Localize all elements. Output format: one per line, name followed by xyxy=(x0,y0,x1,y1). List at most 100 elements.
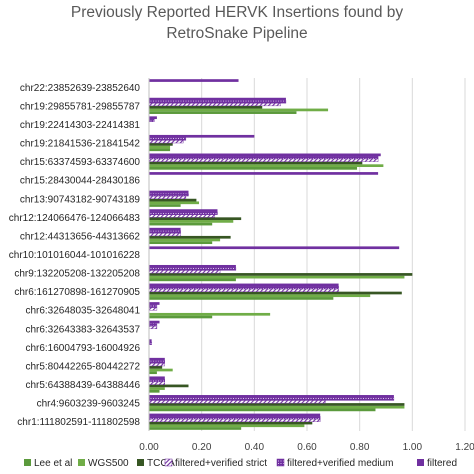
legend: Lee et al WGS500 TCGA filtered+verified str… xyxy=(24,458,457,469)
bar-11-1 xyxy=(149,220,234,223)
legend-label-5: filtered xyxy=(427,458,457,469)
x-tick-labels: 0.00 0.20 0.40 0.60 0.80 1.00 1.20 xyxy=(139,442,474,453)
bar-3-3 xyxy=(148,363,166,367)
category-label: chr6:161270898-161270905 xyxy=(14,287,140,298)
bar-10-1 xyxy=(149,238,221,242)
bar-17-3 xyxy=(148,102,281,107)
bar-2-4 xyxy=(148,378,166,383)
category-label: chr22:23852639-23852640 xyxy=(20,83,141,94)
bar-8-0 xyxy=(149,278,236,282)
category-label: chr19:22414303-22414381 xyxy=(20,120,141,131)
bar-10-5 xyxy=(149,227,181,231)
gridlines xyxy=(148,78,466,431)
bar-10-0 xyxy=(149,241,213,245)
bar-7-4 xyxy=(148,286,339,290)
bar-14-5 xyxy=(149,153,381,157)
legend-label-4: filtered+verified medium xyxy=(287,458,393,469)
bar-2-3 xyxy=(148,381,166,385)
bar-11-5 xyxy=(149,209,218,212)
category-label: chr19:21841536-21841542 xyxy=(20,139,141,150)
x-tick-label: 1.20 xyxy=(455,442,474,453)
bar-7-2 xyxy=(149,291,402,295)
legend-swatch-1 xyxy=(78,459,85,466)
category-label: chr1:111802591-111802598 xyxy=(17,417,140,428)
category-label: chr9:132205208-132205208 xyxy=(14,269,140,280)
bar-2-0 xyxy=(149,389,160,393)
bar-11-4 xyxy=(148,211,218,215)
bar-0-5 xyxy=(149,413,321,417)
bar-1-1 xyxy=(149,405,405,409)
bar-6-0 xyxy=(149,315,213,319)
bar-12-0 xyxy=(149,204,181,207)
x-tick-label: 1.00 xyxy=(403,442,423,453)
bar-3-1 xyxy=(149,368,173,372)
category-label: chr12:124066476-124066483 xyxy=(9,213,141,224)
bar-15-4 xyxy=(148,137,187,141)
bar-12-2 xyxy=(149,198,197,202)
bar-12-3 xyxy=(148,195,187,199)
x-tick-label: 0.00 xyxy=(139,442,159,453)
x-tick-label: 0.40 xyxy=(245,442,265,453)
bar-7-5 xyxy=(149,283,339,287)
bar-8-3 xyxy=(148,270,221,274)
x-tick-label: 0.20 xyxy=(192,442,212,453)
category-label: chr19:29855781-29855787 xyxy=(20,101,141,112)
bar-11-0 xyxy=(149,222,213,226)
bar-15-5 xyxy=(149,134,255,138)
x-tick-label: 0.60 xyxy=(297,442,317,453)
legend-label-0: Lee et al xyxy=(34,458,72,469)
bar-4-5 xyxy=(149,339,152,342)
bar-10-2 xyxy=(149,235,231,239)
category-label: chr6:16004793-16004926 xyxy=(25,343,140,354)
bar-14-0 xyxy=(149,167,358,170)
bar-15-0 xyxy=(149,148,171,152)
bar-1-4 xyxy=(148,397,395,401)
bar-8-2 xyxy=(149,273,413,276)
bar-14-4 xyxy=(148,156,379,160)
bar-1-2 xyxy=(149,403,405,406)
category-label: chr15:63374593-63374600 xyxy=(20,157,141,168)
bar-5-3 xyxy=(148,325,158,330)
category-label: chr6:32643383-32643537 xyxy=(25,324,140,335)
bar-1-5 xyxy=(149,395,394,398)
bar-15-3 xyxy=(148,140,184,144)
x-tick-label: 0.80 xyxy=(350,442,370,453)
category-labels: chr1:111802591-111802598 chr4:9603239-960… xyxy=(9,83,141,428)
legend-label-1: WGS500 xyxy=(88,458,129,469)
bar-6-1 xyxy=(149,312,271,316)
legend-label-3: filtered+verified strict xyxy=(175,458,267,469)
bar-3-0 xyxy=(149,371,157,375)
chart-title-line-2: RetroSnake Pipeline xyxy=(166,25,307,42)
bars xyxy=(148,79,413,430)
bar-8-4 xyxy=(148,267,237,271)
bar-2-5 xyxy=(149,376,165,380)
bar-7-0 xyxy=(149,297,334,300)
bar-6-3 xyxy=(148,307,158,311)
bar-5-4 xyxy=(148,323,158,327)
bar-7-3 xyxy=(148,288,339,292)
chart-title: Previously Reported HERVK Insertions fou… xyxy=(71,4,404,42)
bar-14-3 xyxy=(148,158,379,162)
legend-swatch-3 xyxy=(164,458,173,467)
legend-label-2: TCGA xyxy=(147,458,175,469)
bar-0-2 xyxy=(149,421,313,425)
bar-1-3 xyxy=(148,400,326,404)
bar-15-1 xyxy=(149,145,171,149)
bar-14-1 xyxy=(149,164,384,168)
bar-10-3 xyxy=(148,233,181,237)
bar-3-4 xyxy=(148,360,166,364)
category-label: chr13:90743182-90743189 xyxy=(20,194,141,205)
bar-0-4 xyxy=(148,416,321,420)
bar-0-0 xyxy=(149,427,242,430)
bar-10-4 xyxy=(148,230,181,234)
bar-18-5 xyxy=(149,79,239,82)
bar-0-3 xyxy=(148,418,321,422)
legend-swatch-0 xyxy=(24,459,31,466)
bar-6-4 xyxy=(148,304,158,308)
legend-swatch-2 xyxy=(137,459,144,466)
bar-12-1 xyxy=(149,201,200,205)
bar-2-1 xyxy=(149,387,165,390)
bar-15-2 xyxy=(149,143,173,146)
bar-13-5 xyxy=(149,172,379,175)
